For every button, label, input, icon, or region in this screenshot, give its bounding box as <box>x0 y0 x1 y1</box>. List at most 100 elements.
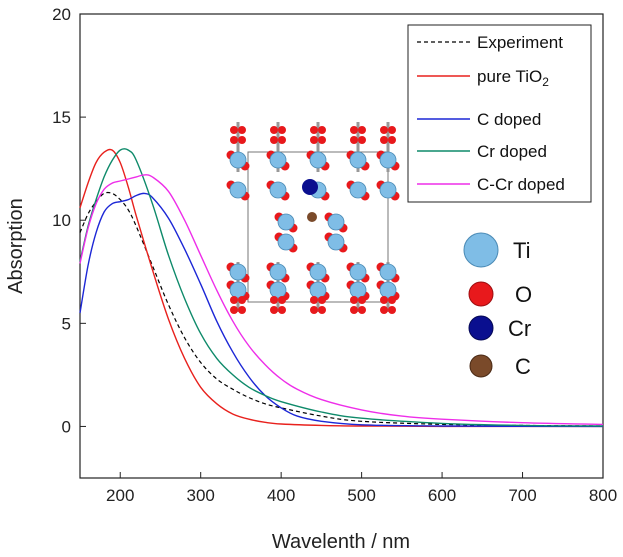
crystal-titanium-atom <box>277 233 295 251</box>
crystal-oxygen-atom <box>278 306 286 314</box>
crystal-oxygen-atom <box>278 136 286 144</box>
crystal-titanium-atom <box>379 281 397 299</box>
crystal-oxygen-atom <box>388 126 396 134</box>
atom-legend: Ti O Cr C <box>463 232 532 379</box>
crystal-oxygen-atom <box>230 306 238 314</box>
crystal-oxygen-atom <box>270 306 278 314</box>
crystal-oxygen-atom <box>380 296 388 304</box>
crystal-oxygen-atom <box>358 126 366 134</box>
crystal-oxygen-atom <box>270 296 278 304</box>
crystal-titanium-atom <box>349 181 367 199</box>
crystal-oxygen-atom <box>230 296 238 304</box>
legend-label-pure-tio2-subscript: 2 <box>542 75 549 89</box>
crystal-oxygen-atom <box>388 306 396 314</box>
y-tick-label-20: 20 <box>52 5 71 24</box>
atom-legend-ti-label: Ti <box>513 238 531 263</box>
crystal-titanium-atom <box>269 181 287 199</box>
crystal-titanium-atom <box>269 281 287 299</box>
crystal-oxygen-atom <box>350 126 358 134</box>
crystal-oxygen-atom <box>238 126 246 134</box>
crystal-oxygen-atom <box>388 296 396 304</box>
atom-legend-o-icon <box>468 281 494 307</box>
crystal-oxygen-atom <box>358 136 366 144</box>
legend-label-cr-doped: Cr doped <box>477 142 547 161</box>
crystal-oxygen-atom <box>318 126 326 134</box>
plot-frame <box>79 13 604 479</box>
y-axis: 0 5 10 15 20 <box>52 5 86 436</box>
atom-legend-cr-label: Cr <box>508 316 531 341</box>
crystal-oxygen-atom <box>278 126 286 134</box>
crystal-carbon-atom <box>307 212 317 222</box>
crystal-oxygen-atom <box>350 296 358 304</box>
crystal-oxygen-atom <box>270 136 278 144</box>
crystal-titanium-atom <box>349 263 367 281</box>
y-tick-label-10: 10 <box>52 211 71 230</box>
series-line-c-cr-doped <box>79 174 604 426</box>
atom-legend-o-label: O <box>515 282 532 307</box>
series-line-cr-doped <box>79 148 604 427</box>
crystal-oxygen-atom <box>238 306 246 314</box>
y-tick-label-15: 15 <box>52 108 71 127</box>
crystal-oxygen-atom <box>388 136 396 144</box>
x-tick-label-200: 200 <box>106 486 134 505</box>
crystal-oxygen-atom <box>318 296 326 304</box>
legend-label-pure-tio2-base: pure TiO <box>477 67 542 86</box>
crystal-oxygen-atom <box>238 296 246 304</box>
crystal-titanium-atom <box>349 151 367 169</box>
y-tick-label-0: 0 <box>62 417 71 436</box>
y-axis-title: Absorption <box>5 198 27 294</box>
x-tick-label-400: 400 <box>267 486 295 505</box>
y-tick-label-5: 5 <box>62 314 71 333</box>
legend-label-pure-tio2: pure TiO2 <box>477 67 549 89</box>
crystal-oxygen-atom <box>358 306 366 314</box>
x-tick-label-500: 500 <box>347 486 375 505</box>
x-tick-label-300: 300 <box>187 486 215 505</box>
crystal-oxygen-atom <box>358 296 366 304</box>
crystal-titanium-atom <box>379 151 397 169</box>
crystal-titanium-atom <box>379 181 397 199</box>
crystal-titanium-atom <box>309 151 327 169</box>
series-line-experiment <box>79 191 604 427</box>
crystal-titanium-atom <box>349 281 367 299</box>
crystal-oxygen-atom <box>380 126 388 134</box>
x-axis-title: Wavelenth / nm <box>272 531 410 553</box>
crystal-titanium-atom <box>327 213 345 231</box>
series-line-c-doped <box>79 192 604 428</box>
crystal-oxygen-atom <box>238 136 246 144</box>
crystal-structure-illustration <box>226 122 400 314</box>
crystal-titanium-atom <box>309 281 327 299</box>
crystal-titanium-atom <box>327 233 345 251</box>
crystal-oxygen-atom <box>318 136 326 144</box>
atom-legend-cr-icon <box>468 315 494 341</box>
crystal-titanium-atom <box>229 181 247 199</box>
legend-label-experiment: Experiment <box>477 33 563 52</box>
atom-legend-c-label: C <box>515 354 531 379</box>
crystal-titanium-atom <box>309 263 327 281</box>
crystal-oxygen-atom <box>380 306 388 314</box>
crystal-oxygen-atom <box>310 306 318 314</box>
x-axis: 200 300 400 500 600 700 800 <box>106 472 617 505</box>
crystal-oxygen-atom <box>310 126 318 134</box>
atom-legend-c-icon <box>469 354 493 378</box>
crystal-oxygen-atom <box>350 136 358 144</box>
crystal-oxygen-atom <box>318 306 326 314</box>
crystal-oxygen-atom <box>270 126 278 134</box>
crystal-oxygen-atom <box>350 306 358 314</box>
crystal-titanium-atom <box>229 263 247 281</box>
legend-label-c-doped: C doped <box>477 110 541 129</box>
crystal-oxygen-atom <box>230 136 238 144</box>
legend-box <box>407 24 592 203</box>
crystal-chromium-atom <box>302 179 318 195</box>
crystal-oxygen-atom <box>310 136 318 144</box>
legend-label-c-cr-doped: C-Cr doped <box>477 175 565 194</box>
crystal-titanium-atom <box>269 263 287 281</box>
crystal-titanium-atom <box>229 151 247 169</box>
atom-legend-ti-icon <box>463 232 499 268</box>
crystal-oxygen-atom <box>278 296 286 304</box>
crystal-oxygen-atom <box>230 126 238 134</box>
x-tick-label-700: 700 <box>508 486 536 505</box>
crystal-titanium-atom <box>277 213 295 231</box>
x-tick-label-800: 800 <box>589 486 617 505</box>
series-layer <box>79 148 604 428</box>
